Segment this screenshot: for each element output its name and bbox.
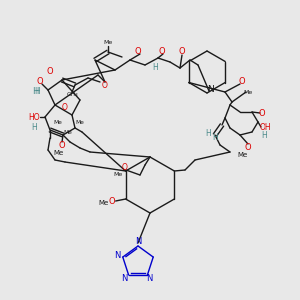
Text: N: N [207,85,213,94]
Text: O: O [102,80,108,89]
Text: Me: Me [238,152,248,158]
Text: Me: Me [243,89,253,94]
Text: H: H [261,130,267,140]
Text: H: H [31,122,37,131]
Text: CH₃: CH₃ [66,92,78,98]
Text: H: H [212,134,218,142]
Text: Me: Me [76,121,84,125]
Text: O: O [179,47,185,56]
Text: O: O [239,77,245,86]
Text: N: N [115,250,121,260]
Text: Me: Me [113,172,123,176]
Text: H: H [34,88,40,97]
Text: HO: HO [28,112,40,122]
Text: Me: Me [98,200,109,206]
Text: Me: Me [54,119,62,124]
Text: H: H [32,88,38,97]
Text: O: O [62,103,68,112]
Text: N: N [135,238,141,247]
Text: H: H [152,64,158,73]
Text: O: O [245,142,251,152]
Text: OH: OH [259,122,271,131]
Text: O: O [108,197,115,206]
Text: H: H [205,128,211,137]
Text: O: O [59,140,65,149]
Text: O: O [122,163,128,172]
Text: Me: Me [103,40,112,46]
Text: O: O [259,109,265,118]
Text: O: O [159,47,165,56]
Text: O: O [135,47,141,56]
Text: N: N [122,274,128,284]
Text: Me: Me [64,130,72,134]
Text: O: O [47,68,53,76]
Text: N: N [146,274,153,284]
Text: Me: Me [53,150,63,156]
Text: O: O [37,77,43,86]
